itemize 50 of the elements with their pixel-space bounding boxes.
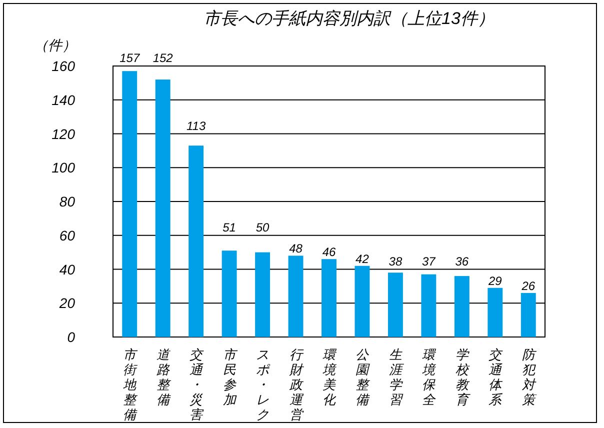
bar (288, 256, 304, 337)
y-axis-title: （件） (34, 37, 76, 53)
x-tick-label: 学校教育 (455, 347, 470, 407)
x-tick-label: 市民参加 (222, 347, 238, 407)
x-tick-label: 道路整備 (156, 347, 172, 407)
x-tick-label: 市街地整備 (123, 347, 138, 422)
y-tick-label: 40 (59, 261, 76, 278)
bar (354, 266, 370, 337)
data-label: 46 (322, 245, 336, 260)
data-label: 29 (487, 274, 502, 288)
data-label: 37 (422, 254, 437, 268)
data-label: 42 (356, 252, 370, 266)
data-label: 50 (256, 220, 270, 234)
x-tick-label: 生涯学習 (388, 347, 405, 407)
y-tick-label: 120 (52, 126, 76, 142)
bar (222, 250, 237, 337)
data-label: 157 (120, 51, 141, 65)
data-label: 48 (289, 242, 303, 256)
y-tick-label: 60 (59, 227, 76, 244)
data-label: 113 (186, 118, 206, 133)
y-tick-label: 0 (67, 329, 76, 345)
bar (488, 288, 503, 337)
bar (454, 276, 470, 337)
x-tick-label: 行財政運営 (288, 347, 304, 422)
bar (122, 71, 138, 337)
data-label: 36 (455, 254, 469, 268)
bar (155, 80, 170, 337)
x-tick-label: 環境美化 (322, 347, 338, 407)
y-tick-label: 100 (52, 160, 76, 176)
bar (388, 272, 403, 337)
x-tick-label: 交通体系 (488, 347, 504, 407)
x-tick-label: 交通・災害 (190, 347, 205, 422)
bar (421, 274, 436, 337)
y-tick-label: 80 (59, 194, 76, 210)
chart-title: 市長への手紙内容別内訳（上位13件） (204, 9, 494, 28)
x-tick-label: 公園整備 (356, 347, 371, 407)
bar (322, 259, 336, 337)
y-tick-label: 140 (52, 92, 76, 108)
data-label: 38 (388, 254, 402, 268)
data-label: 152 (152, 51, 174, 65)
bar (188, 146, 204, 337)
y-tick-label: 20 (58, 295, 76, 312)
x-tick-label: 環境保全 (422, 347, 438, 407)
data-label: 26 (520, 278, 536, 293)
bar (520, 292, 536, 337)
x-tick-label: 防犯対策 (520, 347, 537, 407)
bar (255, 252, 270, 337)
y-tick-label: 160 (52, 58, 76, 74)
data-label: 51 (222, 220, 236, 234)
x-tick-label: スポ・レク (256, 347, 272, 422)
